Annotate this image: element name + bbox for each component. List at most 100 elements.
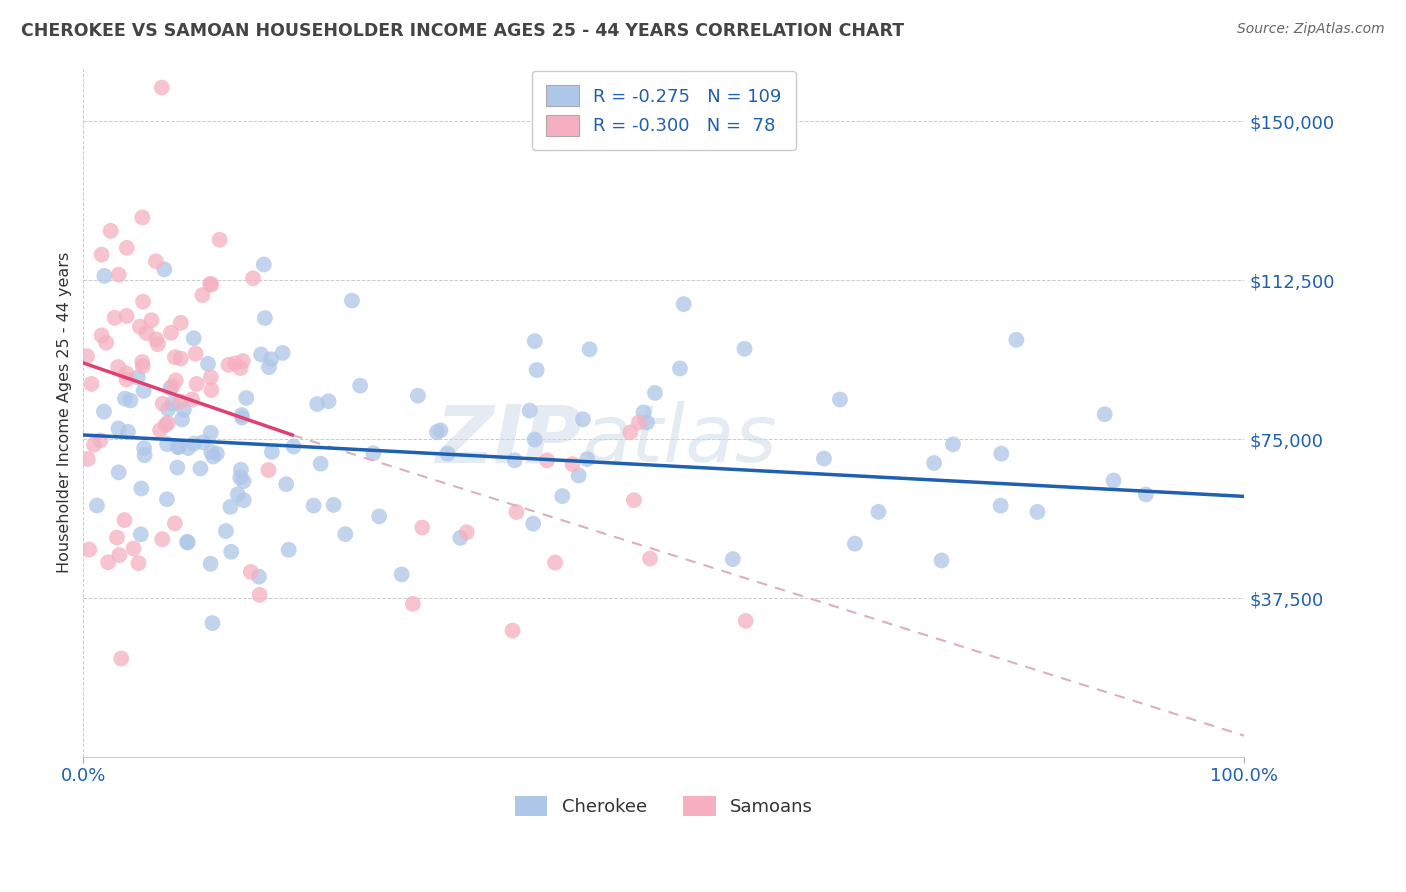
Point xyxy=(105,531,128,545)
Point xyxy=(623,493,645,508)
Point xyxy=(568,468,591,483)
Point xyxy=(205,447,228,461)
Point xyxy=(93,404,115,418)
Point xyxy=(349,378,371,392)
Point xyxy=(522,516,544,531)
Point xyxy=(721,552,744,566)
Point xyxy=(672,297,695,311)
Point xyxy=(145,332,167,346)
Point xyxy=(734,342,756,356)
Point xyxy=(160,326,183,340)
Point xyxy=(229,463,252,477)
Point xyxy=(406,389,429,403)
Point xyxy=(283,440,305,454)
Point xyxy=(526,363,548,377)
Point xyxy=(184,346,207,360)
Point xyxy=(77,542,100,557)
Text: atlas: atlas xyxy=(582,401,778,479)
Point xyxy=(1005,333,1028,347)
Point xyxy=(576,452,599,467)
Point xyxy=(183,436,205,450)
Point xyxy=(129,527,152,541)
Point xyxy=(505,505,527,519)
Point xyxy=(183,331,205,345)
Point xyxy=(200,383,222,397)
Point xyxy=(868,505,890,519)
Point xyxy=(200,277,222,291)
Point xyxy=(271,346,294,360)
Point xyxy=(253,311,276,326)
Point xyxy=(170,316,193,330)
Point xyxy=(208,233,231,247)
Point xyxy=(129,319,152,334)
Point xyxy=(277,542,299,557)
Point xyxy=(149,423,172,437)
Point xyxy=(619,425,641,440)
Point xyxy=(247,569,270,583)
Point xyxy=(1135,487,1157,501)
Point xyxy=(169,394,191,409)
Point xyxy=(134,441,156,455)
Point xyxy=(83,438,105,452)
Text: Source: ZipAtlas.com: Source: ZipAtlas.com xyxy=(1237,22,1385,37)
Text: CHEROKEE VS SAMOAN HOUSEHOLDER INCOME AGES 25 - 44 YEARS CORRELATION CHART: CHEROKEE VS SAMOAN HOUSEHOLDER INCOME AG… xyxy=(21,22,904,40)
Point xyxy=(97,555,120,569)
Point xyxy=(134,448,156,462)
Point xyxy=(734,614,756,628)
Point xyxy=(76,349,98,363)
Point xyxy=(302,499,325,513)
Point xyxy=(200,445,222,459)
Point xyxy=(200,370,222,384)
Point xyxy=(368,509,391,524)
Point xyxy=(114,392,136,406)
Point xyxy=(335,527,357,541)
Point xyxy=(340,293,363,308)
Point xyxy=(250,347,273,361)
Point xyxy=(115,241,138,255)
Point xyxy=(166,460,188,475)
Point xyxy=(411,520,433,534)
Point xyxy=(219,500,242,514)
Point xyxy=(127,556,149,570)
Point xyxy=(226,487,249,501)
Point xyxy=(152,397,174,411)
Point xyxy=(163,516,186,531)
Point xyxy=(523,433,546,447)
Point xyxy=(633,405,655,419)
Point xyxy=(115,372,138,386)
Point xyxy=(828,392,851,407)
Point xyxy=(218,358,240,372)
Point xyxy=(115,366,138,380)
Point xyxy=(578,343,600,357)
Point xyxy=(191,288,214,302)
Point xyxy=(200,557,222,571)
Point xyxy=(990,447,1012,461)
Point xyxy=(191,435,214,450)
Point xyxy=(89,434,111,448)
Point xyxy=(132,294,155,309)
Point xyxy=(108,548,131,562)
Point xyxy=(200,277,222,292)
Point xyxy=(669,361,692,376)
Point xyxy=(519,403,541,417)
Point xyxy=(90,328,112,343)
Point xyxy=(215,524,238,538)
Point xyxy=(257,463,280,477)
Point xyxy=(260,352,283,367)
Point xyxy=(155,417,177,432)
Point xyxy=(260,445,283,459)
Point xyxy=(80,376,103,391)
Point xyxy=(107,359,129,374)
Point xyxy=(232,493,254,508)
Point xyxy=(115,309,138,323)
Point xyxy=(627,416,650,430)
Point xyxy=(156,437,179,451)
Point xyxy=(167,440,190,454)
Point xyxy=(813,451,835,466)
Point xyxy=(436,447,458,461)
Point xyxy=(276,477,298,491)
Point xyxy=(96,335,118,350)
Point xyxy=(363,446,385,460)
Point xyxy=(536,453,558,467)
Point xyxy=(120,393,142,408)
